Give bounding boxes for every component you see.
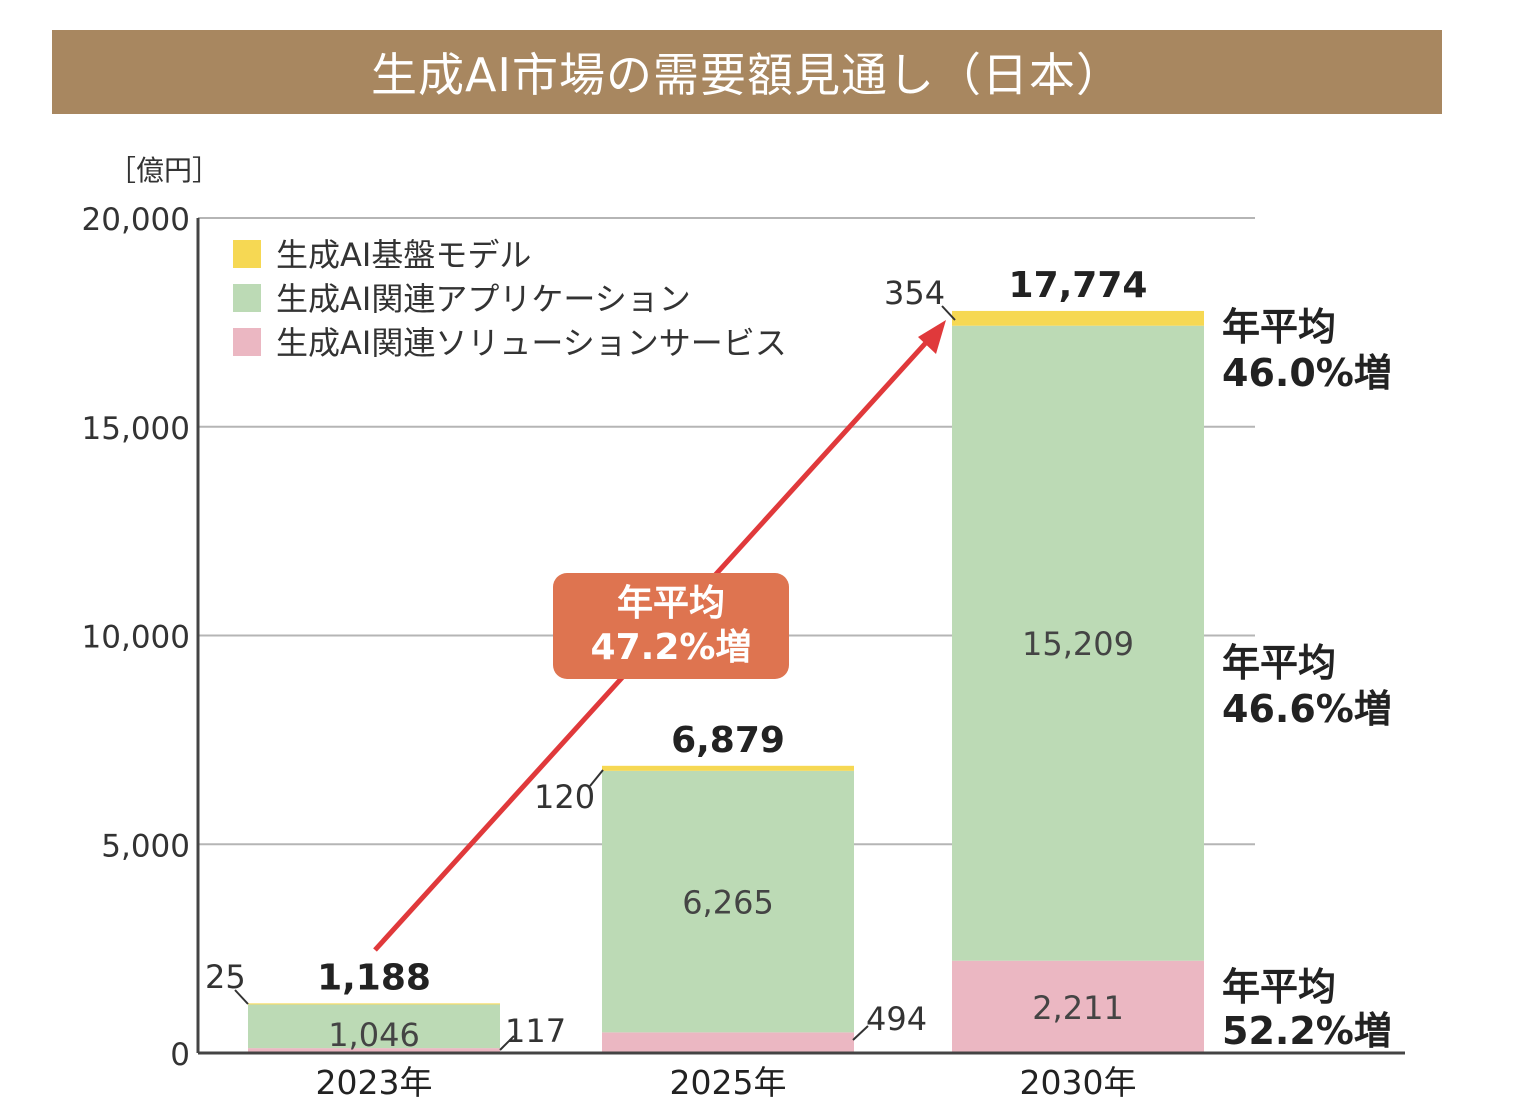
y-tick-label: 10,000 [82, 620, 190, 656]
data-label: 2,211 [1032, 989, 1124, 1027]
y-tick-label: 5,000 [101, 828, 190, 864]
cagr-annotation-line1: 年平均 [1222, 305, 1336, 349]
bar-segment [602, 765, 854, 771]
chart-title-bar: 生成AI市場の需要額見通し（日本） [52, 30, 1442, 114]
chart-title: 生成AI市場の需要額見通し（日本） [370, 48, 1124, 102]
data-label: 120 [534, 778, 595, 816]
trend-callout-line2: 47.2%増 [590, 627, 752, 668]
x-tick-label: 2025年 [670, 1063, 787, 1102]
legend-label: 生成AI関連ソリューションサービス [276, 324, 787, 362]
leader-line [499, 1035, 515, 1051]
data-label: 117 [505, 1012, 566, 1050]
bar-segment [602, 770, 854, 1033]
y-unit-label: ［億円］ [108, 154, 220, 187]
total-label: 6,879 [671, 720, 785, 761]
bar-segment [248, 1003, 500, 1005]
leader-line [852, 1025, 869, 1041]
data-label: 25 [205, 958, 246, 996]
cagr-annotation-line1: 年平均 [1222, 965, 1336, 1009]
data-label: 354 [884, 274, 945, 312]
data-label: 1,046 [328, 1016, 420, 1054]
bar-segment [248, 1048, 500, 1053]
trend-arrow-head [918, 320, 946, 354]
cagr-annotation-line2: 52.2%増 [1222, 1009, 1392, 1053]
leader-line [234, 989, 249, 1005]
cagr-annotation-line2: 46.0%増 [1222, 351, 1392, 395]
y-tick-label: 0 [170, 1037, 190, 1073]
data-label: 15,209 [1022, 625, 1134, 663]
legend-swatch [233, 328, 261, 356]
leader-line [589, 769, 604, 787]
cagr-annotation-line2: 46.6%増 [1222, 687, 1392, 731]
trend-callout: 年平均 47.2%増 [553, 573, 789, 679]
y-tick-label: 15,000 [82, 411, 190, 447]
y-tick-label: 20,000 [82, 202, 190, 238]
cagr-annotation-line1: 年平均 [1222, 641, 1336, 685]
data-label: 6,265 [682, 884, 774, 922]
bar-segment [248, 1004, 500, 1049]
legend-label: 生成AI基盤モデル [276, 236, 531, 274]
bar-segment [602, 1032, 854, 1053]
total-label: 17,774 [1009, 265, 1148, 306]
bar-segment [952, 325, 1204, 961]
data-label: 494 [866, 1000, 927, 1038]
leader-line [941, 305, 956, 321]
bar-segment [952, 960, 1204, 1053]
legend-label: 生成AI関連アプリケーション [276, 280, 691, 318]
legend-swatch [233, 284, 261, 312]
legend-swatch [233, 240, 261, 268]
x-tick-label: 2023年 [316, 1063, 433, 1102]
x-tick-label: 2030年 [1020, 1063, 1137, 1102]
trend-callout-line1: 年平均 [616, 583, 725, 624]
bar-segment [952, 310, 1204, 326]
total-label: 1,188 [317, 957, 431, 998]
